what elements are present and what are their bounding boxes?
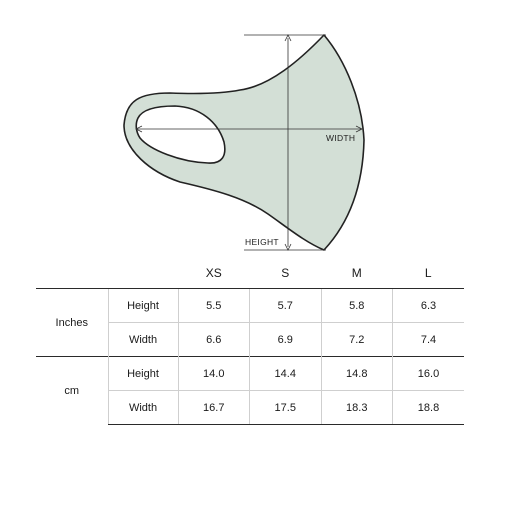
header-empty	[36, 258, 108, 289]
height-label: HEIGHT	[245, 237, 279, 247]
height-arrow-top	[284, 34, 292, 42]
size-chart-table: XS S M L Inches Height 5.5 5.7 5.8 6.3 W…	[36, 258, 464, 425]
size-value: 6.9	[249, 322, 321, 357]
height-arrow-bottom	[284, 243, 292, 251]
mask-shape	[123, 34, 365, 251]
width-arrow-right	[355, 125, 363, 133]
size-header: L	[424, 266, 432, 280]
size-value: 7.2	[320, 322, 393, 357]
size-value: 14.0	[177, 356, 250, 391]
unit-label-inches: Inches	[36, 288, 108, 357]
header-empty	[108, 258, 178, 289]
measure-label: Width	[107, 390, 178, 425]
size-value: 7.4	[392, 322, 464, 357]
size-value: 16.7	[177, 390, 250, 425]
size-value: 14.8	[320, 356, 393, 391]
table-header-row: XS S M L	[36, 258, 464, 289]
table-row: Inches Height 5.5 5.7 5.8 6.3	[36, 288, 464, 357]
table-row: Width 16.7 17.5 18.3 18.8	[36, 390, 464, 425]
size-value: 14.4	[249, 356, 321, 391]
size-value: 5.7	[249, 288, 321, 323]
size-header: XS	[205, 266, 222, 280]
size-header: M	[351, 266, 362, 280]
unit-label-cm: cm	[36, 356, 108, 425]
size-value: 17.5	[249, 390, 321, 425]
width-label: WIDTH	[326, 133, 355, 143]
size-value: 18.8	[392, 390, 464, 425]
measure-label: Height	[107, 356, 178, 391]
measure-label: Width	[107, 322, 178, 357]
size-value: 5.5	[177, 288, 250, 323]
measure-label: Height	[107, 288, 178, 323]
table-row: Width 6.6 6.9 7.2 7.4	[36, 322, 464, 357]
size-header: S	[281, 266, 290, 280]
size-value: 18.3	[320, 390, 393, 425]
width-arrow-left	[135, 125, 143, 133]
size-value: 16.0	[392, 356, 464, 391]
size-value: 5.8	[320, 288, 393, 323]
size-value: 6.3	[392, 288, 464, 323]
table-row: cm Height 14.0 14.4 14.8 16.0	[36, 356, 464, 425]
mask-diagram: WIDTH HEIGHT	[123, 34, 365, 251]
size-value: 6.6	[177, 322, 250, 357]
